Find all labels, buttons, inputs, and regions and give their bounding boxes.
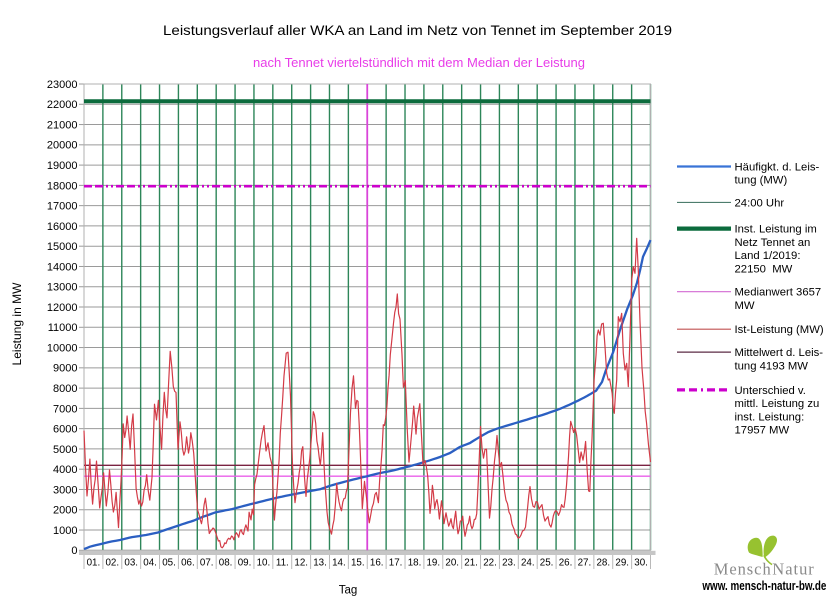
svg-text:15.: 15. [351,558,365,569]
svg-text:07.: 07. [200,558,214,569]
svg-text:Mittelwert d. Leis-: Mittelwert d. Leis- [735,347,824,359]
svg-text:25.: 25. [540,558,554,569]
svg-text:23000: 23000 [47,79,78,91]
svg-text:13.: 13. [313,558,327,569]
svg-text:01.: 01. [87,558,101,569]
svg-text:17.: 17. [389,558,403,569]
svg-text:17000: 17000 [47,201,78,213]
svg-text:10.: 10. [257,558,271,569]
svg-text:18.: 18. [408,558,422,569]
svg-text:3000: 3000 [53,484,77,496]
svg-text:03.: 03. [124,558,138,569]
svg-text:22150 MW: 22150 MW [735,263,793,275]
svg-text:8000: 8000 [53,383,77,395]
svg-text:nach Tennet viertelstündlich m: nach Tennet viertelstündlich mit dem Med… [253,56,585,70]
svg-text:Ist-Leistung (MW): Ist-Leistung (MW) [735,324,824,336]
svg-text:Natur: Natur [772,560,814,579]
svg-text:23.: 23. [502,558,516,569]
svg-text:14.: 14. [332,558,346,569]
svg-text:11000: 11000 [48,322,78,334]
svg-text:15000: 15000 [47,241,78,253]
svg-text:2000: 2000 [53,505,77,517]
svg-text:6000: 6000 [53,424,77,436]
svg-text:0: 0 [71,545,77,557]
svg-text:Mensch: Mensch [714,560,772,579]
svg-text:05.: 05. [162,558,176,569]
svg-text:12000: 12000 [47,302,78,314]
svg-text:24:00 Uhr: 24:00 Uhr [735,197,785,209]
svg-text:30.: 30. [634,558,648,569]
svg-text:21000: 21000 [47,119,78,131]
svg-text:06.: 06. [181,558,195,569]
svg-text:26.: 26. [559,558,573,569]
svg-text:08.: 08. [219,558,233,569]
svg-text:MW: MW [735,300,755,312]
svg-text:5000: 5000 [53,444,77,456]
svg-text:22000: 22000 [47,99,78,111]
svg-text:20.: 20. [445,558,459,569]
svg-text:www. mensch-natur-bw.de: www. mensch-natur-bw.de [702,579,827,593]
svg-text:12.: 12. [294,558,308,569]
svg-text:Leistung in MW: Leistung in MW [10,282,24,366]
svg-text:29.: 29. [615,558,629,569]
svg-text:tung 4193 MW: tung 4193 MW [735,360,809,372]
svg-text:28.: 28. [596,558,610,569]
svg-text:Land 1/2019:: Land 1/2019: [735,250,801,262]
svg-text:24.: 24. [521,558,535,569]
svg-text:mittl. Leistung zu: mittl. Leistung zu [735,398,820,410]
svg-text:19.: 19. [426,558,440,569]
svg-text:7000: 7000 [53,403,77,415]
svg-text:inst. Leistung:: inst. Leistung: [735,411,805,423]
svg-text:16000: 16000 [47,221,78,233]
svg-text:14000: 14000 [47,261,78,273]
svg-text:1000: 1000 [53,525,77,537]
svg-text:17957 MW: 17957 MW [735,425,790,437]
svg-text:20000: 20000 [47,140,78,152]
svg-text:Netz Tennet an: Netz Tennet an [735,237,811,249]
svg-text:Tag: Tag [339,585,358,597]
svg-text:Unterschied v.: Unterschied v. [735,385,806,397]
svg-text:22.: 22. [483,558,497,569]
svg-text:Inst. Leistung im: Inst. Leistung im [735,224,817,236]
svg-text:11.: 11. [276,558,289,569]
svg-text:04.: 04. [143,558,157,569]
svg-text:4000: 4000 [53,464,77,476]
svg-text:09.: 09. [238,558,252,569]
svg-text:19000: 19000 [47,160,78,172]
svg-text:21.: 21. [464,558,478,569]
svg-text:Häufigkt. d. Leis-: Häufigkt. d. Leis- [735,161,820,173]
svg-text:18000: 18000 [47,180,78,192]
svg-text:9000: 9000 [53,363,77,375]
svg-text:02.: 02. [105,558,119,569]
svg-text:10000: 10000 [47,343,78,355]
svg-text:13000: 13000 [47,282,78,294]
svg-text:27.: 27. [578,558,592,569]
svg-text:Medianwert 3657: Medianwert 3657 [735,287,822,299]
svg-text:16.: 16. [370,558,384,569]
svg-text:Leistungsverlauf aller WKA an: Leistungsverlauf aller WKA an Land im Ne… [163,22,672,38]
svg-text:tung (MW): tung (MW) [735,175,788,187]
